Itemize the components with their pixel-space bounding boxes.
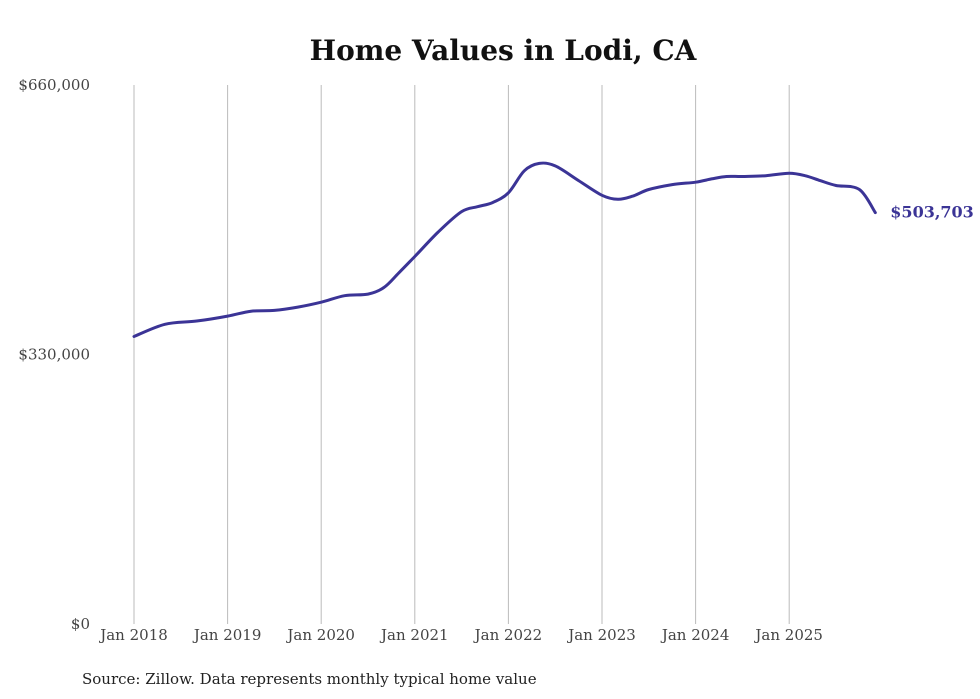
y-axis-ticks: $0 $330,000 $660,000 xyxy=(18,76,90,633)
x-tick-label: Jan 2023 xyxy=(566,626,636,644)
x-tick-label: Jan 2019 xyxy=(192,626,262,644)
x-tick-label: Jan 2021 xyxy=(379,626,449,644)
series-group: $503,703 xyxy=(132,161,974,338)
source-note: Source: Zillow. Data represents monthly … xyxy=(82,670,537,688)
series-line xyxy=(132,161,877,338)
x-tick-label: Jan 2018 xyxy=(98,626,168,644)
x-axis-ticks: Jan 2018 Jan 2019 Jan 2020 Jan 2021 Jan 2022… xyxy=(98,626,823,644)
y-tick-label: $0 xyxy=(71,615,90,633)
y-tick-label: $330,000 xyxy=(18,346,90,364)
gridlines xyxy=(133,85,790,624)
end-value-label: $503,703 xyxy=(890,203,974,222)
chart-title: Home Values in Lodi, CA xyxy=(310,34,698,67)
x-tick-label: Jan 2025 xyxy=(753,626,823,644)
y-tick-label: $660,000 xyxy=(18,76,90,94)
x-tick-label: Jan 2024 xyxy=(660,626,730,644)
x-tick-label: Jan 2020 xyxy=(285,626,355,644)
x-tick-label: Jan 2022 xyxy=(473,626,543,644)
